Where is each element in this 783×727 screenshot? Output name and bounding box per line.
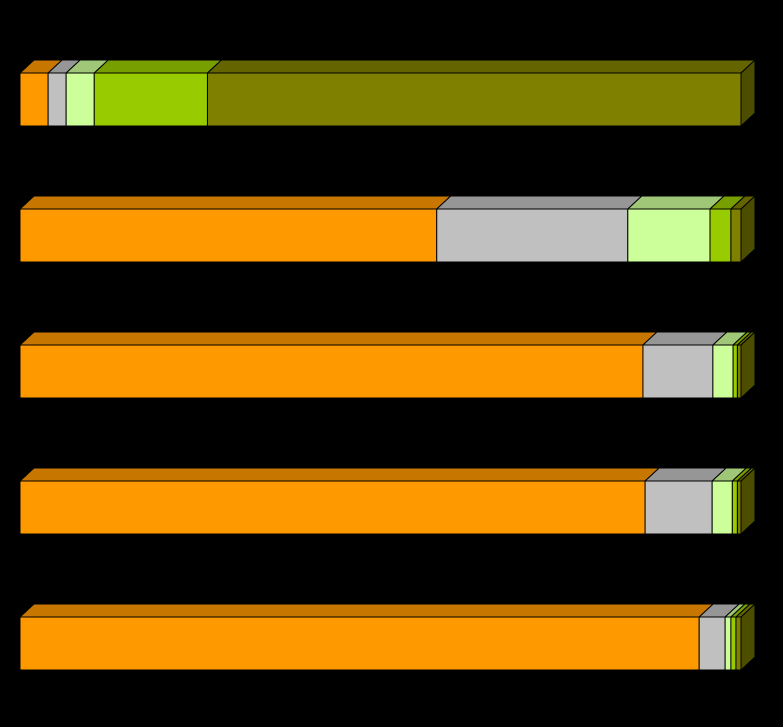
bar-segment [712, 344, 734, 399]
bar-segment [735, 616, 742, 671]
bar-segment-top [18, 195, 453, 210]
bar-segment-top [435, 195, 644, 210]
bar-segment-side [740, 58, 756, 128]
bar-segment [730, 208, 742, 263]
bar-segment [732, 344, 738, 399]
bar-segment-side [740, 602, 756, 672]
bar-segment [19, 208, 438, 263]
bar-segment [19, 344, 644, 399]
bar-segment-top [18, 603, 715, 618]
bar-segment [627, 208, 711, 263]
bar-segment [724, 616, 732, 671]
bar-segment [93, 72, 208, 127]
bar-segment-top [92, 59, 223, 74]
bar-segment [736, 480, 742, 535]
bar-segment [730, 616, 737, 671]
bar-segment [644, 480, 713, 535]
bar-segment [736, 344, 742, 399]
bar-segment-top [206, 59, 757, 74]
bar-segment [47, 72, 67, 127]
bar-segment [698, 616, 726, 671]
bar-segment [711, 480, 733, 535]
bar-segment [19, 616, 700, 671]
bar-segment [206, 72, 742, 127]
bar-segment-top [626, 195, 726, 210]
bar-segment-top [18, 467, 661, 482]
bar-segment [19, 480, 646, 535]
bar-segment [709, 208, 732, 263]
bar-segment [19, 72, 49, 127]
bar-segment [436, 208, 629, 263]
bar-segment-side [740, 466, 756, 536]
bar-segment-side [740, 194, 756, 264]
bar-segment-side [740, 330, 756, 400]
bar-segment [65, 72, 95, 127]
bar-segment [731, 480, 738, 535]
bar-segment [642, 344, 714, 399]
bar-segment-top [18, 331, 659, 346]
